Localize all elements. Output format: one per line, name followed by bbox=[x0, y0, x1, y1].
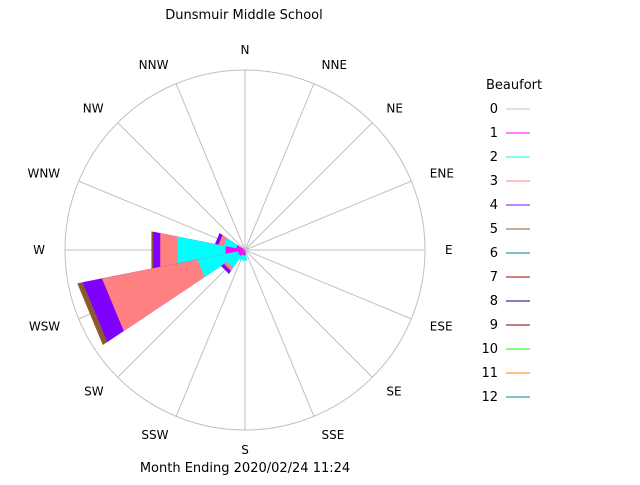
direction-label-ssw: SSW bbox=[141, 428, 168, 442]
legend-label-2: 2 bbox=[490, 150, 498, 165]
spoke-sse bbox=[244, 249, 315, 417]
direction-label-sw: SW bbox=[84, 384, 104, 398]
petal-w-beaufort-2 bbox=[177, 236, 245, 264]
spoke-ene bbox=[244, 180, 412, 251]
legend-label-1: 1 bbox=[490, 126, 498, 141]
direction-label-e: E bbox=[445, 243, 453, 257]
spoke-nnw bbox=[175, 83, 246, 251]
chart-footer: Month Ending 2020/02/24 11:24 bbox=[140, 461, 350, 476]
direction-label-n: N bbox=[241, 43, 250, 57]
petals bbox=[77, 231, 248, 345]
direction-label-sse: SSE bbox=[322, 428, 345, 442]
legend-label-10: 10 bbox=[481, 342, 498, 357]
direction-label-w: W bbox=[33, 243, 45, 257]
direction-label-wsw: WSW bbox=[29, 320, 60, 334]
petal-s-beaufort-1 bbox=[243, 250, 247, 256]
direction-label-nw: NW bbox=[83, 102, 104, 116]
spoke-nne bbox=[244, 83, 315, 251]
spoke-se bbox=[244, 249, 373, 378]
direction-label-nne: NNE bbox=[322, 58, 348, 72]
petal-sw-beaufort-1 bbox=[239, 250, 245, 256]
direction-label-wnw: WNW bbox=[27, 167, 60, 181]
direction-label-ne: NE bbox=[386, 102, 403, 116]
petal-wsw-beaufort-1 bbox=[237, 250, 245, 254]
legend-label-5: 5 bbox=[490, 222, 498, 237]
spoke-sw bbox=[117, 249, 246, 378]
legend-label-8: 8 bbox=[490, 294, 498, 309]
direction-labels: N NNE NE ENE E ESE SE SSE S SSW SW WSW W WNW NW NNW bbox=[27, 43, 453, 457]
legend-title: Beaufort bbox=[486, 78, 542, 93]
legend-label-11: 11 bbox=[481, 366, 498, 381]
spoke-nw bbox=[117, 122, 246, 251]
spoke-ne bbox=[244, 122, 373, 251]
direction-label-ese: ESE bbox=[430, 320, 453, 334]
petal-w-beaufort-1 bbox=[225, 246, 245, 254]
direction-label-nnw: NNW bbox=[139, 58, 169, 72]
legend-label-4: 4 bbox=[490, 198, 498, 213]
chart-title: Dunsmuir Middle School bbox=[165, 8, 323, 23]
legend-label-9: 9 bbox=[490, 318, 498, 333]
legend-label-0: 0 bbox=[490, 102, 498, 117]
legend-label-7: 7 bbox=[490, 270, 498, 285]
legend-label-3: 3 bbox=[490, 174, 498, 189]
spoke-ese bbox=[244, 249, 412, 320]
legend-label-12: 12 bbox=[481, 390, 498, 405]
direction-label-se: SE bbox=[386, 384, 401, 398]
legend-label-6: 6 bbox=[490, 246, 498, 261]
direction-label-s: S bbox=[241, 443, 249, 457]
direction-label-ene: ENE bbox=[430, 167, 454, 181]
petal-wsw-beaufort-2 bbox=[197, 250, 245, 277]
spoke-ssw bbox=[175, 249, 246, 417]
petal-wnw-beaufort-1 bbox=[236, 245, 245, 250]
petal-ssw-beaufort-1 bbox=[242, 250, 245, 256]
